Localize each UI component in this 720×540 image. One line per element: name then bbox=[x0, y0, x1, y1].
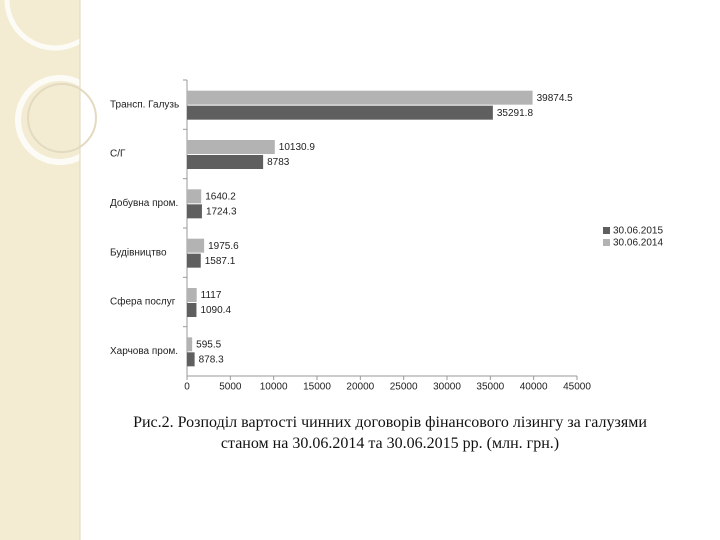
bar bbox=[187, 337, 193, 352]
x-tick-label: 25000 bbox=[390, 382, 418, 393]
value-label: 39874.5 bbox=[537, 93, 574, 104]
value-label: 8783 bbox=[267, 157, 290, 168]
x-tick-label: 30000 bbox=[433, 382, 461, 393]
value-label: 595.5 bbox=[196, 339, 221, 350]
decor-circle bbox=[15, 75, 105, 165]
y-tick-label: Трансп. Галузь bbox=[110, 99, 179, 110]
bar bbox=[187, 90, 533, 105]
caption: Рис.2. Розподіл вартості чинних договорі… bbox=[133, 414, 647, 452]
legend-label: 30.06.2015 bbox=[613, 226, 663, 237]
x-tick-label: 10000 bbox=[260, 382, 288, 393]
legend-label: 30.06.2014 bbox=[613, 238, 663, 249]
y-tick-label: Сфера послуг bbox=[110, 296, 176, 308]
bar bbox=[187, 288, 197, 302]
bar bbox=[187, 105, 493, 120]
bar bbox=[187, 140, 275, 154]
x-tick-label: 35000 bbox=[476, 382, 504, 393]
x-tick-label: 15000 bbox=[303, 382, 331, 393]
value-label: 1117 bbox=[201, 290, 222, 301]
bar bbox=[187, 238, 205, 253]
decor-circle bbox=[4, 0, 106, 51]
value-label: 1587.1 bbox=[205, 256, 236, 267]
value-label: 1724.3 bbox=[206, 206, 237, 217]
legend-swatch bbox=[603, 239, 610, 246]
bar bbox=[187, 204, 202, 219]
x-tick-label: 20000 bbox=[346, 382, 374, 393]
bar bbox=[187, 155, 264, 169]
value-label: 1090.4 bbox=[200, 305, 231, 316]
bar bbox=[187, 352, 195, 367]
legend-swatch bbox=[603, 227, 610, 234]
y-tick-label: Будівництво bbox=[110, 247, 167, 258]
value-label: 1975.6 bbox=[208, 241, 239, 252]
value-label: 10130.9 bbox=[279, 142, 316, 153]
x-tick-label: 45000 bbox=[563, 382, 591, 393]
y-tick-label: Добувна пром. bbox=[110, 197, 178, 209]
y-tick-label: Харчова пром. bbox=[110, 346, 178, 357]
bar bbox=[187, 303, 197, 317]
side-strip bbox=[0, 0, 80, 540]
x-tick-label: 0 bbox=[184, 382, 190, 393]
decor-circle bbox=[27, 83, 97, 153]
bar bbox=[187, 189, 202, 204]
y-tick-label: С/Г bbox=[110, 149, 126, 160]
x-tick-label: 40000 bbox=[520, 382, 548, 393]
value-label: 1640.2 bbox=[205, 191, 236, 202]
value-label: 878.3 bbox=[199, 354, 224, 365]
x-tick-label: 5000 bbox=[219, 382, 242, 393]
value-label: 35291.8 bbox=[497, 108, 534, 119]
bar bbox=[187, 253, 201, 268]
